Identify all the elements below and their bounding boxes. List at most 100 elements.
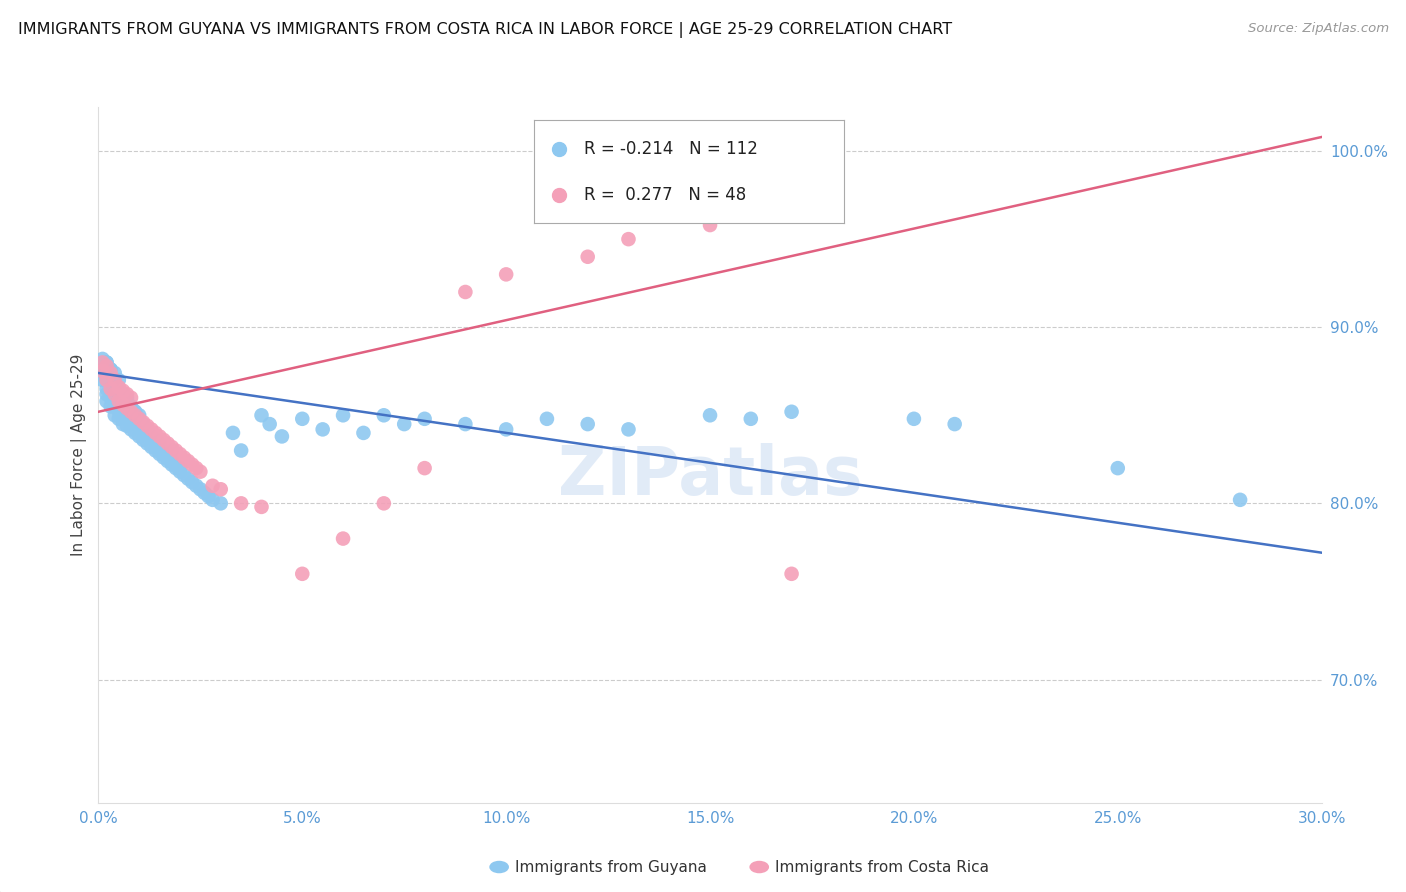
Point bbox=[91, 364, 114, 378]
Point bbox=[145, 443, 167, 458]
Point bbox=[132, 433, 155, 447]
Point bbox=[128, 418, 150, 433]
Point bbox=[96, 382, 118, 396]
Point bbox=[136, 418, 159, 433]
Point bbox=[104, 409, 127, 423]
Point bbox=[231, 443, 253, 458]
Text: ZIPatlas: ZIPatlas bbox=[558, 442, 862, 508]
Point bbox=[165, 443, 187, 458]
Point bbox=[108, 405, 131, 419]
Point bbox=[160, 454, 183, 468]
Point bbox=[115, 401, 138, 416]
Point bbox=[124, 405, 146, 419]
Point bbox=[209, 496, 232, 510]
Point bbox=[104, 376, 127, 391]
Point bbox=[903, 412, 925, 426]
Point bbox=[149, 447, 172, 461]
Point bbox=[186, 461, 208, 475]
Point bbox=[120, 401, 142, 416]
Point bbox=[115, 412, 138, 426]
Point bbox=[145, 433, 167, 447]
Point bbox=[201, 479, 224, 493]
Point bbox=[100, 382, 122, 396]
Point bbox=[124, 405, 146, 419]
Point bbox=[115, 401, 138, 416]
Point bbox=[91, 364, 114, 378]
Point bbox=[413, 461, 436, 475]
Point bbox=[181, 458, 204, 472]
Point bbox=[91, 359, 114, 373]
Point bbox=[104, 384, 127, 398]
Point bbox=[291, 412, 314, 426]
Point bbox=[169, 447, 191, 461]
Point bbox=[136, 425, 159, 440]
Point bbox=[120, 400, 142, 414]
Point bbox=[100, 391, 122, 405]
Point bbox=[177, 454, 200, 468]
Point bbox=[617, 232, 640, 246]
Point bbox=[222, 425, 245, 440]
Point bbox=[120, 405, 142, 419]
Point bbox=[100, 376, 122, 391]
Point bbox=[100, 369, 122, 384]
Point bbox=[124, 425, 146, 440]
Point bbox=[141, 440, 163, 454]
Point bbox=[270, 429, 294, 443]
Point bbox=[201, 492, 224, 507]
Text: R = -0.214   N = 112: R = -0.214 N = 112 bbox=[583, 140, 758, 158]
Point bbox=[312, 422, 335, 436]
Point bbox=[413, 412, 436, 426]
Point bbox=[373, 409, 395, 423]
Point bbox=[96, 373, 118, 387]
Point bbox=[108, 384, 131, 398]
Point bbox=[132, 422, 155, 436]
Point bbox=[141, 429, 163, 443]
Point bbox=[1107, 461, 1129, 475]
Point bbox=[104, 373, 127, 387]
Point bbox=[392, 417, 416, 431]
Point bbox=[96, 355, 118, 369]
Point bbox=[145, 434, 167, 449]
Point bbox=[111, 398, 134, 412]
Point bbox=[169, 465, 191, 479]
Point bbox=[145, 425, 167, 440]
Point bbox=[152, 433, 174, 447]
Point bbox=[115, 391, 138, 405]
Point bbox=[100, 369, 122, 384]
Point bbox=[149, 436, 172, 450]
Point bbox=[115, 394, 138, 409]
Point bbox=[120, 391, 142, 405]
Point bbox=[259, 417, 281, 431]
Point bbox=[100, 366, 122, 380]
Point bbox=[209, 483, 232, 497]
Point bbox=[91, 359, 114, 373]
Point bbox=[152, 450, 174, 465]
Point bbox=[91, 373, 114, 387]
Point bbox=[250, 409, 273, 423]
Point bbox=[149, 429, 172, 443]
Point bbox=[332, 532, 354, 546]
Point bbox=[104, 387, 127, 401]
Point bbox=[128, 409, 150, 423]
Point bbox=[111, 387, 134, 401]
Point bbox=[128, 429, 150, 443]
Point bbox=[188, 465, 212, 479]
Point bbox=[177, 472, 200, 486]
Point bbox=[186, 479, 208, 493]
Point bbox=[165, 461, 187, 475]
Point bbox=[96, 387, 118, 401]
Point bbox=[373, 496, 395, 510]
Point bbox=[291, 566, 314, 581]
Point bbox=[169, 461, 191, 475]
Point bbox=[943, 417, 966, 431]
Point bbox=[100, 362, 122, 376]
Point bbox=[699, 218, 721, 232]
Point bbox=[536, 412, 558, 426]
Text: Source: ZipAtlas.com: Source: ZipAtlas.com bbox=[1249, 22, 1389, 36]
Point bbox=[104, 366, 127, 380]
Point bbox=[495, 422, 517, 436]
Point bbox=[780, 566, 803, 581]
Point bbox=[128, 412, 150, 426]
Point bbox=[160, 458, 183, 472]
Point bbox=[111, 384, 134, 398]
